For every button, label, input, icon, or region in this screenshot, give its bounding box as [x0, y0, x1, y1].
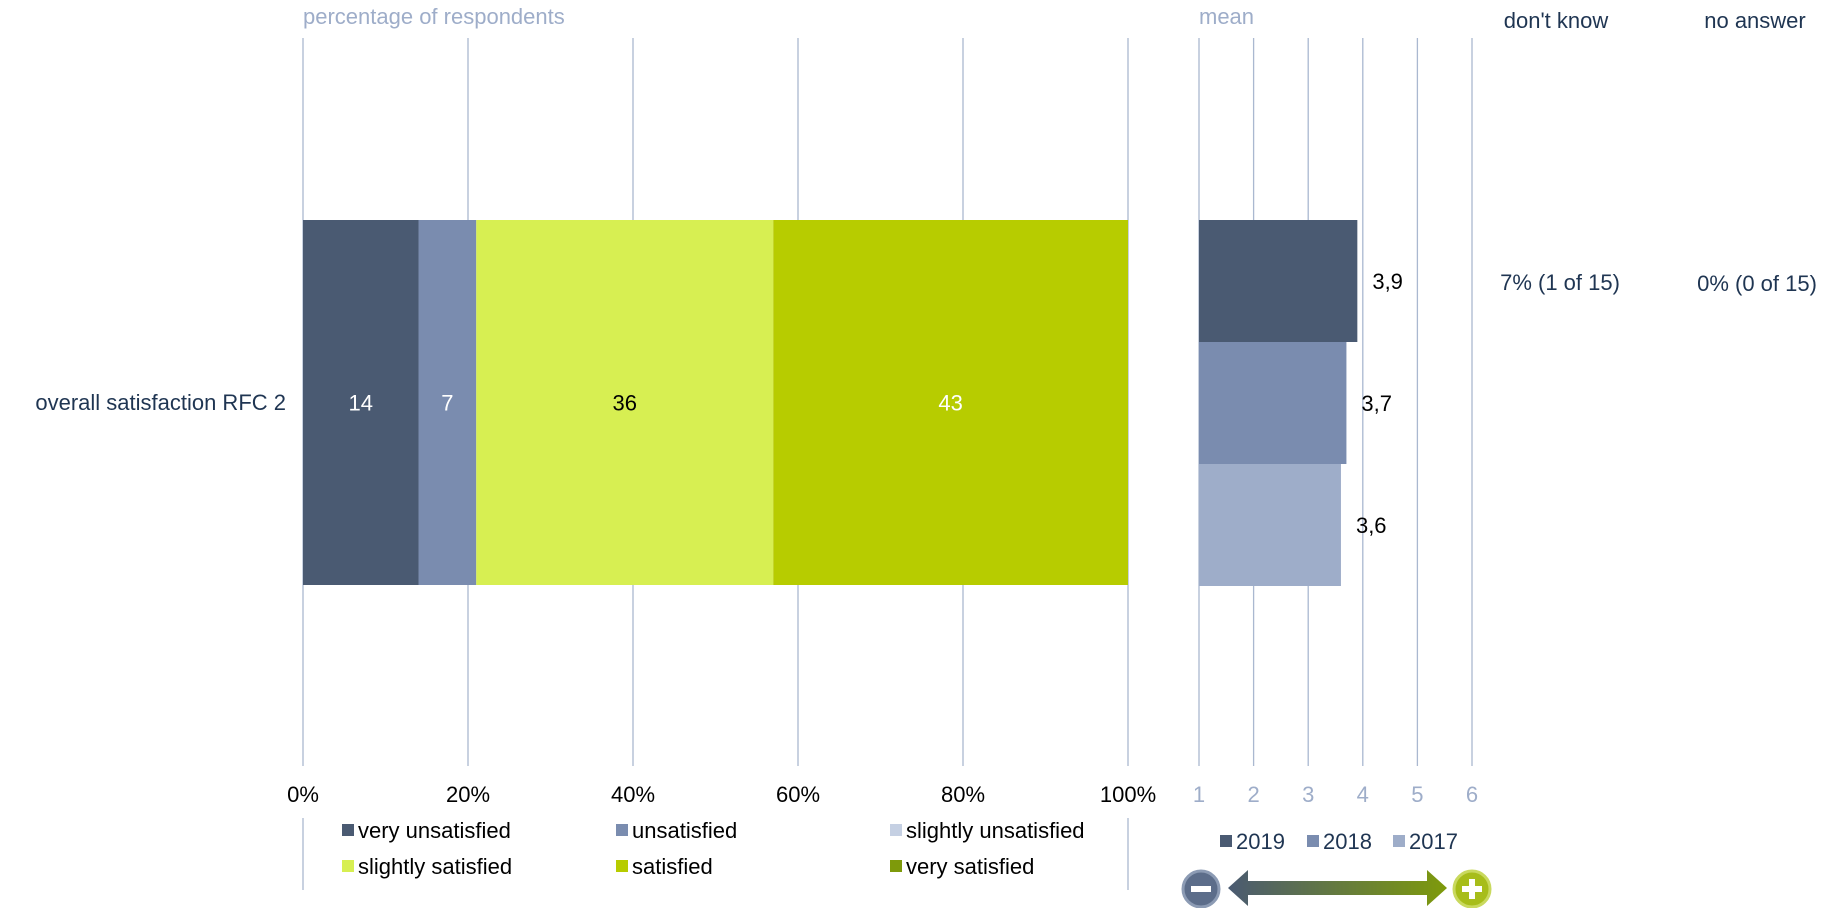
legend-item: satisfied: [616, 854, 713, 879]
stacked-bar: 14 7 36 43: [303, 220, 1128, 585]
double-arrow-icon: [1228, 870, 1447, 906]
legend-label: 2019: [1236, 829, 1285, 854]
stack-tick-label: 80%: [941, 782, 985, 807]
legend-label: unsatisfied: [632, 818, 737, 843]
legend-label: very unsatisfied: [358, 818, 511, 843]
mean-legend-item: 2017: [1393, 829, 1458, 854]
legend-label: 2017: [1409, 829, 1458, 854]
stack-segment-label: 7: [441, 391, 453, 416]
dont-know-header: don't know: [1504, 8, 1609, 33]
legend-item: slightly satisfied: [342, 854, 512, 879]
legend-label: 2018: [1323, 829, 1372, 854]
legend-item: slightly unsatisfied: [890, 818, 1085, 843]
mean-tick-label: 2: [1247, 782, 1259, 807]
mean-legend: 2019 2018 2017: [1220, 829, 1458, 854]
mean-value-label: 3,6: [1356, 513, 1387, 538]
no-answer-header: no answer: [1704, 8, 1806, 33]
mean-header: mean: [1199, 4, 1254, 29]
mean-tick-label: 5: [1411, 782, 1423, 807]
mean-legend-item: 2019: [1220, 829, 1285, 854]
mean-tick-label: 1: [1193, 782, 1205, 807]
legend-label: slightly satisfied: [358, 854, 512, 879]
mean-value-label: 3,7: [1361, 391, 1392, 416]
minus-icon: [1181, 869, 1221, 908]
legend-swatch: [342, 860, 354, 872]
legend-swatch: [1393, 835, 1405, 847]
legend-swatch: [1220, 835, 1232, 847]
stack-segment: [303, 220, 419, 585]
legend-swatch: [616, 860, 628, 872]
stack-segment-label: 14: [349, 391, 373, 416]
category-label: overall satisfaction RFC 2: [35, 390, 286, 415]
stack-tick-label: 60%: [776, 782, 820, 807]
stack-tick-label: 100%: [1100, 782, 1156, 807]
dont-know-value: 7% (1 of 15): [1500, 270, 1620, 295]
legend-label: slightly unsatisfied: [906, 818, 1085, 843]
stack-legend: very unsatisfied unsatisfied slightly unsa…: [342, 818, 1085, 879]
mean-tick-label: 4: [1357, 782, 1369, 807]
mean-tick-label: 6: [1466, 782, 1478, 807]
mean-bar: [1199, 464, 1341, 586]
stack-axis-ticks: 0% 20% 40% 60% 80% 100%: [287, 782, 1156, 807]
mean-bar: [1199, 342, 1347, 464]
mean-axis-ticks: 1 2 3 4 5 6: [1193, 782, 1478, 807]
legend-swatch: [890, 860, 902, 872]
legend-label: satisfied: [632, 854, 713, 879]
legend-swatch: [342, 824, 354, 836]
scale-direction-arrow: [1228, 870, 1447, 906]
legend-swatch: [616, 824, 628, 836]
no-answer-value: 0% (0 of 15): [1697, 271, 1817, 296]
mean-value-label: 3,9: [1372, 269, 1403, 294]
stack-tick-label: 40%: [611, 782, 655, 807]
mean-bar: [1199, 220, 1358, 342]
legend-item: unsatisfied: [616, 818, 737, 843]
stack-segment-label: 43: [938, 391, 962, 416]
stack-segment: [476, 220, 774, 585]
percentage-header: percentage of respondents: [303, 4, 565, 29]
mean-bars: 3,9 3,7 3,6: [1199, 220, 1403, 586]
legend-swatch: [1307, 835, 1319, 847]
legend-item: very unsatisfied: [342, 818, 511, 843]
stack-segment: [773, 220, 1128, 585]
stack-tick-label: 20%: [446, 782, 490, 807]
legend-label: very satisfied: [906, 854, 1034, 879]
stack-tick-label: 0%: [287, 782, 319, 807]
plus-icon: [1452, 869, 1492, 908]
stack-segment-label: 36: [613, 391, 637, 416]
legend-item: very satisfied: [890, 854, 1034, 879]
mean-legend-item: 2018: [1307, 829, 1372, 854]
stack-segment: [418, 220, 477, 585]
mean-tick-label: 3: [1302, 782, 1314, 807]
legend-swatch: [890, 824, 902, 836]
